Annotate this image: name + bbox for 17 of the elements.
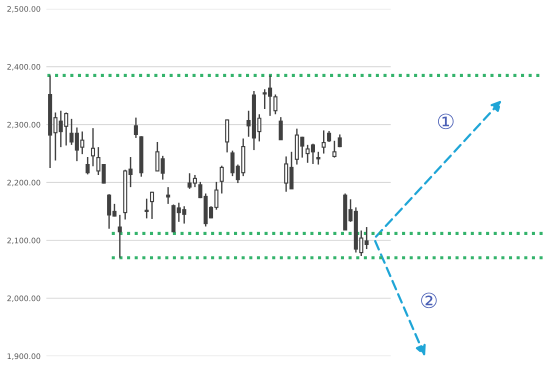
candlestick (338, 134, 342, 148)
candlestick (118, 214, 122, 258)
candlestick (316, 151, 320, 166)
candlestick (86, 156, 90, 176)
candlestick (150, 191, 154, 220)
candlestick (327, 130, 332, 143)
candlestick (225, 118, 230, 154)
candlestick (166, 186, 170, 205)
candlestick (322, 130, 326, 154)
candlestick (332, 140, 336, 158)
text: ② (421, 292, 437, 308)
candlestick (144, 198, 149, 220)
candlestick (90, 127, 96, 167)
candlestick (278, 116, 283, 140)
candlestick (220, 165, 224, 194)
candlestick (134, 116, 138, 139)
text: ① (438, 114, 454, 130)
